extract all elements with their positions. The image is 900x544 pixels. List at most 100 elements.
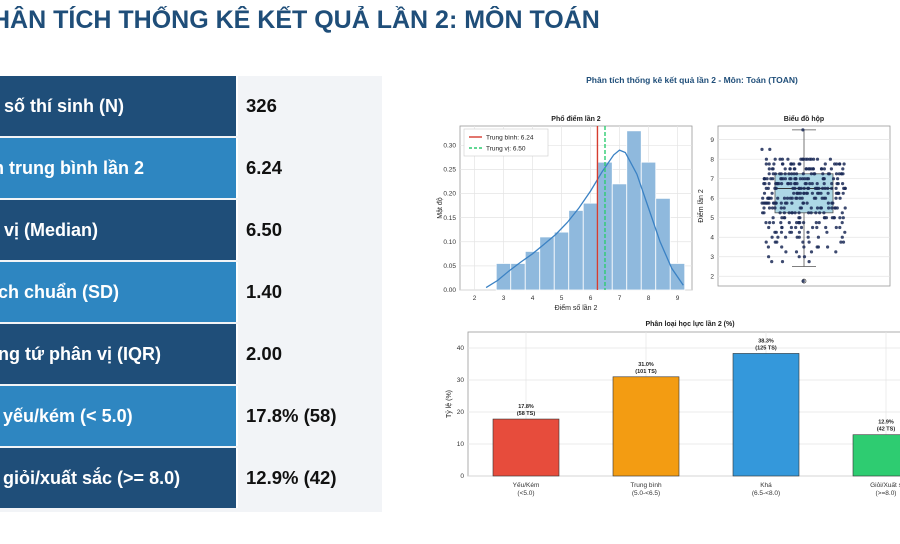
boxplot-score-point — [794, 250, 799, 254]
boxplot-score-point — [816, 235, 820, 239]
boxplot-score-point — [838, 196, 842, 200]
boxplot-score-point — [770, 260, 774, 264]
boxplot-score-point — [804, 167, 808, 171]
boxplot-score-point — [819, 191, 823, 195]
boxplot-score-point — [767, 225, 771, 230]
boxplot-score-point — [815, 157, 820, 161]
histogram-ytick-label: 0.30 — [443, 142, 456, 149]
bar-count-label: (125 TS) — [755, 345, 777, 351]
category-bar — [852, 434, 900, 477]
boxplot-score-point — [834, 196, 838, 200]
boxplot-score-point — [837, 172, 841, 176]
boxplot-score-point — [834, 191, 838, 195]
boxplot-score-point — [768, 147, 772, 151]
boxplot-score-point — [769, 196, 773, 200]
boxplot-score-point — [826, 191, 830, 195]
stat-row-iqr: ảng tứ phân vị (IQR) 2.00 — [0, 324, 382, 384]
stat-value: 6.50 — [246, 219, 283, 240]
boxplot-score-point — [843, 186, 847, 190]
stat-row-count: g số thí sinh (N) 326 — [0, 76, 382, 136]
histogram-xtick-label: 6 — [589, 295, 593, 302]
histogram-bar — [655, 197, 671, 291]
bar-category-range: (>=8.0) — [876, 490, 897, 497]
boxplot-score-point — [833, 206, 837, 210]
boxplot-score-point — [780, 245, 784, 249]
bar-ytick-label: 20 — [457, 409, 465, 416]
boxplot-score-point — [802, 221, 806, 225]
boxplot-score-point — [814, 211, 818, 215]
boxplot-score-point — [810, 182, 814, 186]
stat-divider — [236, 76, 238, 136]
boxplot-score-point — [834, 186, 838, 190]
boxplot-score-point — [807, 186, 811, 190]
boxplot-score-point — [814, 196, 818, 200]
boxplot-score-point — [767, 206, 772, 210]
bar-category-range: (5.0-<6.5) — [632, 490, 660, 497]
boxplot-score-point — [784, 250, 788, 254]
figure-canvas: Phân tích thống kê kết quả lần 2 - Môn: … — [437, 75, 900, 497]
bar-ytick-label: 10 — [457, 441, 465, 448]
boxplot-score-point — [838, 216, 842, 220]
histogram-bar — [611, 183, 628, 291]
stat-row-median: g vị (Median) 6.50 — [0, 200, 382, 260]
boxplot-score-point — [791, 186, 795, 190]
boxplot-score-point — [823, 186, 827, 190]
boxplot-score-point — [780, 157, 784, 161]
boxplot-score-point — [801, 279, 805, 283]
boxplot-score-point — [840, 235, 844, 239]
boxplot-score-point — [795, 221, 799, 225]
boxplot-score-point — [826, 201, 830, 205]
boxplot-score-point — [795, 172, 799, 176]
boxplot-score-point — [783, 177, 787, 181]
boxplot-score-point — [797, 162, 801, 166]
boxplot-score-point — [805, 201, 809, 205]
boxplot-score-point — [795, 235, 799, 239]
histogram-xtick-label: 9 — [676, 295, 680, 302]
boxplot-score-point — [807, 211, 811, 215]
boxplot-ytick-label: 8 — [710, 156, 714, 163]
boxplot-score-point — [811, 167, 815, 171]
boxplot-score-point — [764, 162, 768, 166]
boxplot-score-point — [811, 225, 815, 230]
boxplot-score-point — [838, 225, 842, 230]
bar-count-label: (101 TS) — [635, 369, 657, 375]
histogram-bar — [640, 161, 657, 291]
boxplot-score-point — [822, 182, 826, 186]
boxplot-score-point — [795, 191, 799, 195]
boxplot-score-point — [801, 172, 805, 176]
stat-value: 12.9% (42) — [246, 467, 337, 488]
boxplot-score-point — [782, 196, 787, 200]
bar-category-label: Trung bình — [630, 482, 662, 489]
boxplot-score-point — [826, 172, 830, 176]
boxplot-score-point — [803, 177, 807, 181]
boxplot-score-point — [823, 216, 827, 220]
histogram-bar — [626, 130, 642, 291]
boxplot-score-point — [767, 172, 771, 176]
boxplot-score-point — [804, 157, 808, 161]
bar-value-label: 31.0% — [638, 362, 654, 368]
boxplot-score-point — [828, 157, 832, 161]
boxplot-score-point — [786, 157, 790, 161]
boxplot-ytick-label: 4 — [710, 234, 714, 241]
boxplot-score-point — [812, 157, 816, 161]
boxplot-score-point — [764, 157, 768, 161]
bar-category-label: Giỏi/Xuất s — [870, 480, 900, 489]
boxplot-score-point — [762, 177, 766, 181]
boxplot-score-point — [799, 186, 803, 190]
histogram-xtick-label: 4 — [531, 295, 535, 302]
histogram-xtick-label: 3 — [502, 295, 506, 302]
boxplot-score-point — [784, 235, 788, 239]
boxplot-score-point — [841, 216, 845, 220]
boxplot-score-point — [841, 167, 845, 171]
boxplot-score-point — [779, 230, 784, 234]
boxplot-score-point — [842, 162, 846, 166]
boxplot-score-point — [792, 191, 796, 195]
boxplot-score-point — [771, 216, 775, 220]
histogram-legend-box — [463, 128, 549, 157]
boxplot-score-point — [798, 196, 802, 200]
boxplot-score-point — [841, 172, 845, 176]
boxplot-score-point — [764, 240, 768, 244]
boxplot-score-point — [760, 147, 764, 151]
stat-divider — [236, 262, 238, 322]
bar-category-range: (6.5-<8.0) — [752, 490, 780, 497]
